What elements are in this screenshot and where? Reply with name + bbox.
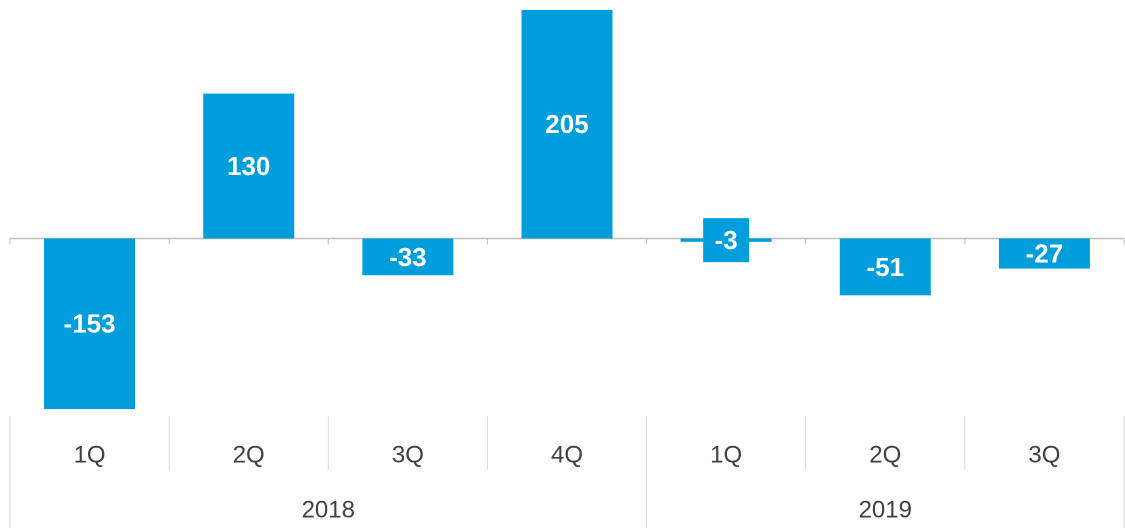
bar xyxy=(521,10,613,239)
x-tick-label: 2Q xyxy=(233,442,265,469)
data-label: -51 xyxy=(866,252,904,282)
data-label: -3 xyxy=(715,225,738,255)
x-tick-label: 4Q xyxy=(551,442,583,469)
bar xyxy=(362,238,454,276)
bar xyxy=(44,238,136,409)
x-tick-label: 1Q xyxy=(710,442,742,469)
data-label: -33 xyxy=(389,242,427,272)
bar xyxy=(839,238,931,296)
data-label: -153 xyxy=(64,309,116,339)
bar xyxy=(203,93,295,239)
group-label: 2019 xyxy=(859,497,912,524)
x-tick-label: 3Q xyxy=(392,442,424,469)
data-label: 130 xyxy=(227,151,270,181)
x-tick-label: 2Q xyxy=(869,442,901,469)
group-label: 2018 xyxy=(302,497,355,524)
data-label-box xyxy=(703,218,750,263)
x-tick-label: 3Q xyxy=(1028,442,1060,469)
data-label: 205 xyxy=(545,109,588,139)
bar xyxy=(998,238,1090,269)
x-tick-label: 1Q xyxy=(74,442,106,469)
data-label: -27 xyxy=(1026,239,1064,269)
